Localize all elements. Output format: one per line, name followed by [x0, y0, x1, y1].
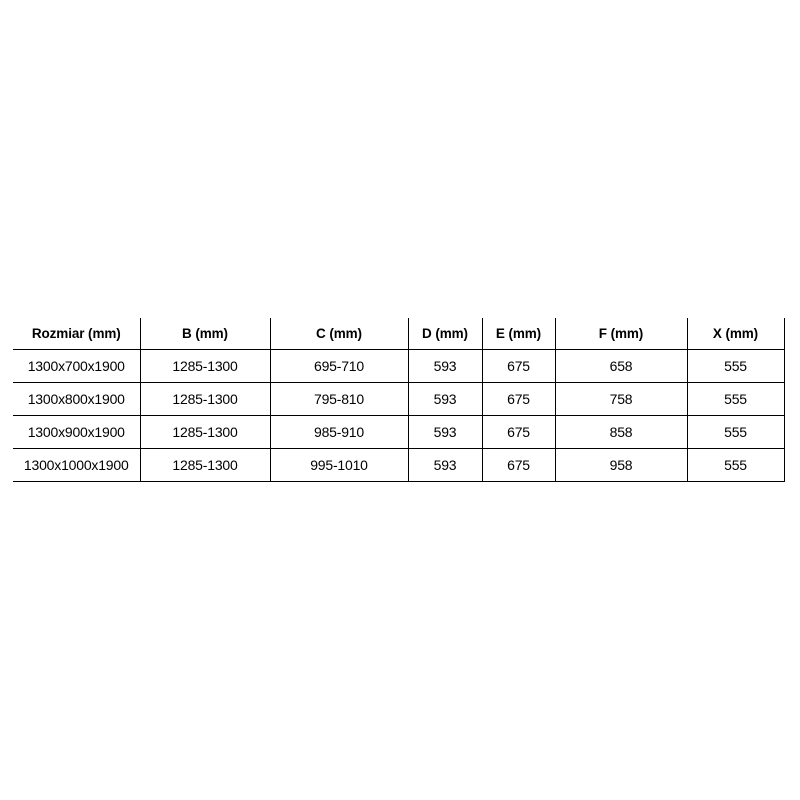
cell-rozmiar: 1300x800x1900 — [13, 382, 141, 416]
column-header-d: D (mm) — [408, 318, 483, 350]
table-row: 1300x900x1900 1285-1300 985-910 593 675 … — [13, 415, 785, 449]
cell-d: 593 — [408, 349, 483, 383]
cell-e: 675 — [482, 415, 556, 449]
cell-c: 795-810 — [270, 382, 409, 416]
table-body: 1300x700x1900 1285-1300 695-710 593 675 … — [13, 349, 785, 482]
column-header-b: B (mm) — [140, 318, 271, 350]
cell-rozmiar: 1300x700x1900 — [13, 349, 141, 383]
cell-d: 593 — [408, 448, 483, 482]
column-header-c: C (mm) — [270, 318, 409, 350]
cell-b: 1285-1300 — [140, 415, 271, 449]
cell-d: 593 — [408, 382, 483, 416]
cell-f: 858 — [555, 415, 688, 449]
table-row: 1300x1000x1900 1285-1300 995-1010 593 67… — [13, 448, 785, 482]
cell-x: 555 — [687, 349, 785, 383]
cell-b: 1285-1300 — [140, 382, 271, 416]
column-header-rozmiar: Rozmiar (mm) — [13, 318, 141, 350]
cell-e: 675 — [482, 382, 556, 416]
cell-c: 985-910 — [270, 415, 409, 449]
cell-f: 958 — [555, 448, 688, 482]
cell-rozmiar: 1300x1000x1900 — [13, 448, 141, 482]
cell-f: 658 — [555, 349, 688, 383]
specification-table-container: Rozmiar (mm) B (mm) C (mm) D (mm) E (mm)… — [13, 318, 785, 482]
table-row: 1300x800x1900 1285-1300 795-810 593 675 … — [13, 382, 785, 416]
cell-x: 555 — [687, 448, 785, 482]
cell-x: 555 — [687, 382, 785, 416]
cell-e: 675 — [482, 349, 556, 383]
cell-e: 675 — [482, 448, 556, 482]
cell-c: 695-710 — [270, 349, 409, 383]
specification-table: Rozmiar (mm) B (mm) C (mm) D (mm) E (mm)… — [13, 318, 785, 482]
cell-rozmiar: 1300x900x1900 — [13, 415, 141, 449]
cell-f: 758 — [555, 382, 688, 416]
table-header-row: Rozmiar (mm) B (mm) C (mm) D (mm) E (mm)… — [13, 318, 785, 350]
cell-x: 555 — [687, 415, 785, 449]
column-header-x: X (mm) — [687, 318, 785, 350]
cell-b: 1285-1300 — [140, 349, 271, 383]
cell-d: 593 — [408, 415, 483, 449]
column-header-e: E (mm) — [482, 318, 556, 350]
cell-c: 995-1010 — [270, 448, 409, 482]
table-row: 1300x700x1900 1285-1300 695-710 593 675 … — [13, 349, 785, 383]
column-header-f: F (mm) — [555, 318, 688, 350]
table-header: Rozmiar (mm) B (mm) C (mm) D (mm) E (mm)… — [13, 318, 785, 350]
cell-b: 1285-1300 — [140, 448, 271, 482]
